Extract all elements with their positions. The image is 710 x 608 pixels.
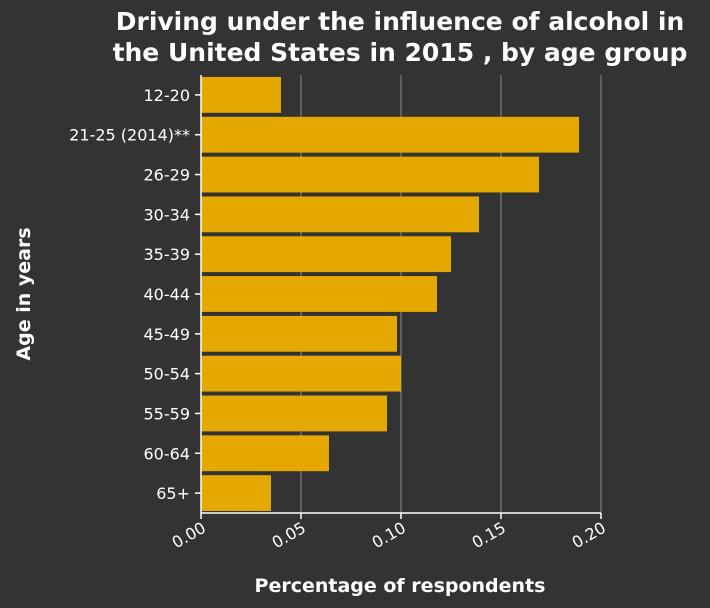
y-tick-label: 40-44 xyxy=(144,285,191,304)
y-tick-label: 50-54 xyxy=(144,365,191,384)
x-axis-title: Percentage of respondents xyxy=(255,575,546,597)
y-tick-label: 35-39 xyxy=(144,245,191,264)
bar-30-34 xyxy=(201,196,479,233)
bar-55-59 xyxy=(201,395,387,432)
bar-21-25 (2014)** xyxy=(201,116,579,153)
bar-40-44 xyxy=(201,276,437,312)
bar-45-49 xyxy=(201,315,397,352)
x-tick-label: 0.00 xyxy=(169,518,209,552)
x-tick-label: 0.10 xyxy=(369,518,409,552)
y-tick-label: 55-59 xyxy=(144,404,191,423)
bar-12-20 xyxy=(201,76,281,113)
y-tick-label: 21-25 (2014)** xyxy=(69,126,190,145)
y-tick-label: 60-64 xyxy=(144,444,191,463)
y-tick-label: 26-29 xyxy=(144,166,191,185)
chart-title-line-2: the United States in 2015 , by age group xyxy=(113,38,688,67)
bar-60-64 xyxy=(201,435,329,472)
x-tick-label: 0.05 xyxy=(269,518,309,552)
y-tick-label: 30-34 xyxy=(144,205,191,224)
y-axis-title: Age in years xyxy=(13,227,35,360)
bar-26-29 xyxy=(201,156,539,193)
y-tick-label: 12-20 xyxy=(144,86,191,105)
bars xyxy=(201,76,579,512)
bar-50-54 xyxy=(201,355,401,392)
bar-65+ xyxy=(201,475,271,512)
y-tick-label: 45-49 xyxy=(144,325,191,344)
chart-title-line-1: Driving under the influence of alcohol i… xyxy=(116,7,685,36)
bar-35-39 xyxy=(201,236,451,273)
y-tick-label: 65+ xyxy=(156,484,190,503)
x-tick-label: 0.15 xyxy=(469,518,509,552)
x-tick-label: 0.20 xyxy=(569,518,609,552)
